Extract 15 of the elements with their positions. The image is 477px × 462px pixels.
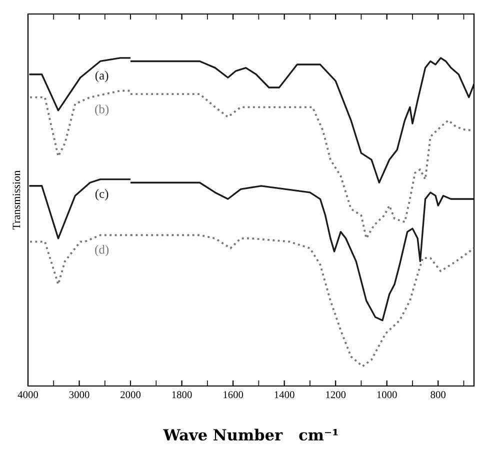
x-tick-label: 1800 bbox=[172, 391, 192, 398]
x-tick-label: 3000 bbox=[69, 391, 90, 398]
x-tick-label: 800 bbox=[430, 391, 446, 398]
x-tick-label: 1400 bbox=[274, 391, 294, 398]
series-label: (b) bbox=[95, 104, 109, 116]
x-axis-title: Wave Number cm⁻¹ bbox=[163, 428, 338, 441]
series-label: (d) bbox=[95, 244, 109, 256]
series-label: (c) bbox=[95, 189, 108, 201]
x-tick-label: 4000 bbox=[18, 391, 38, 398]
y-axis-title: Transmission bbox=[12, 170, 20, 230]
x-tick-label: 1200 bbox=[326, 391, 346, 398]
series-label: (a) bbox=[95, 70, 108, 82]
x-tick-label: 1000 bbox=[377, 391, 397, 398]
x-tick-label: 1600 bbox=[224, 391, 244, 398]
x-tick-label: 2000 bbox=[120, 391, 141, 398]
